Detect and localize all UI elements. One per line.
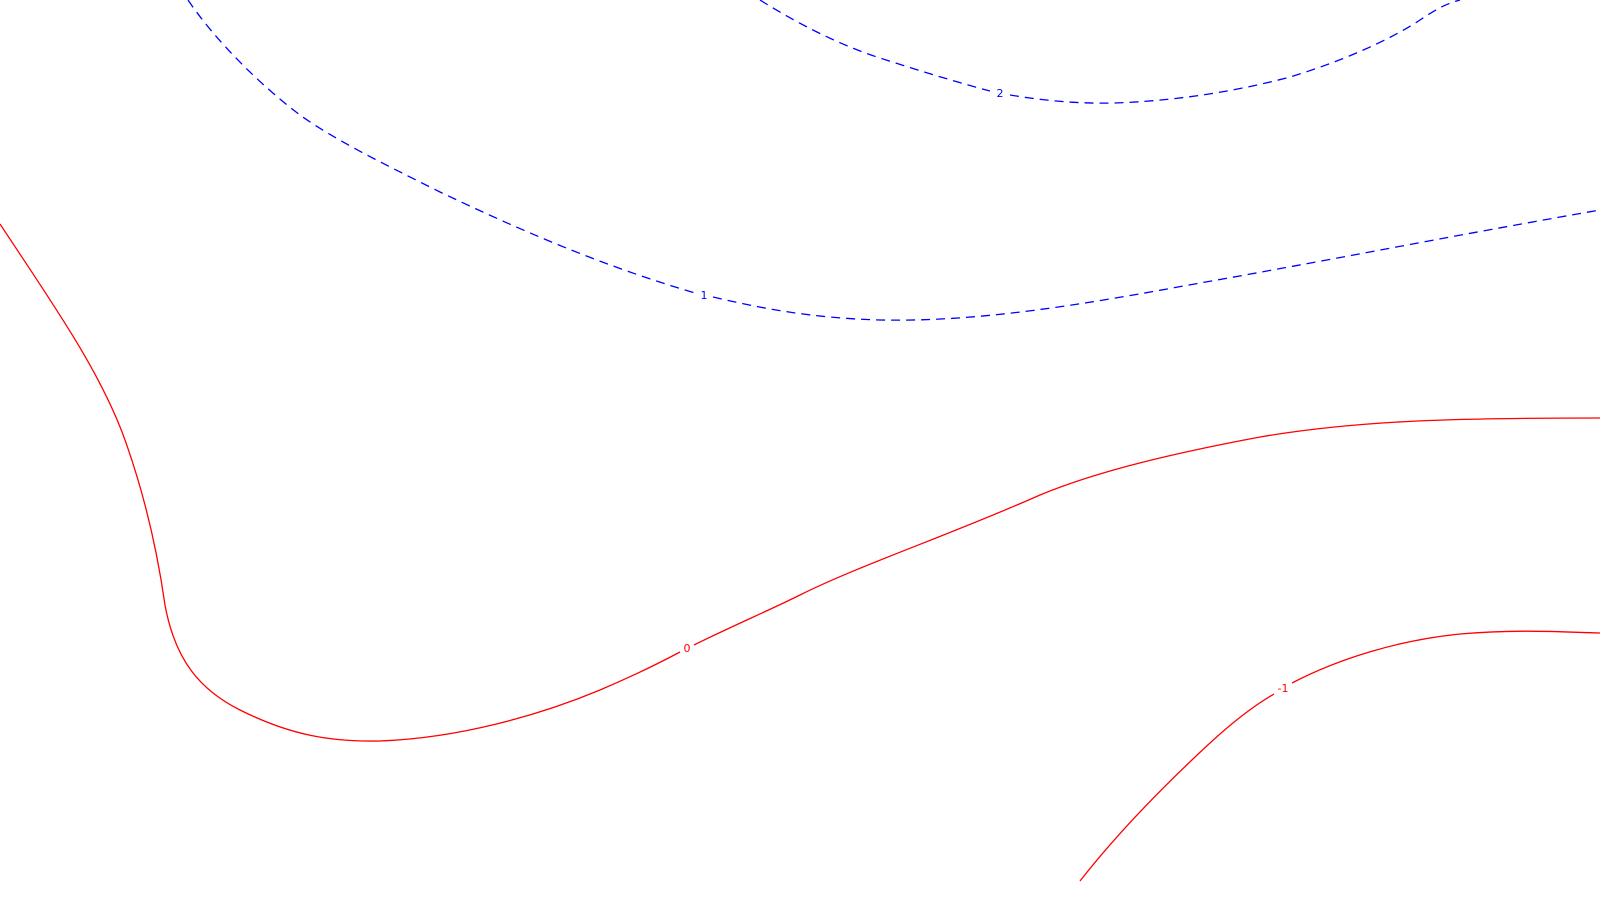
contour-label-2: 2 (997, 87, 1004, 100)
contour-line-2 (759, 0, 1461, 104)
contour-label-1: 1 (701, 289, 708, 302)
contour-label-neg1: -1 (1278, 682, 1289, 695)
contour-line-1 (187, 0, 1600, 321)
contour-line-0 (0, 223, 1600, 742)
contour-line-neg1 (1079, 630, 1600, 882)
contour-label-0: 0 (684, 642, 691, 655)
